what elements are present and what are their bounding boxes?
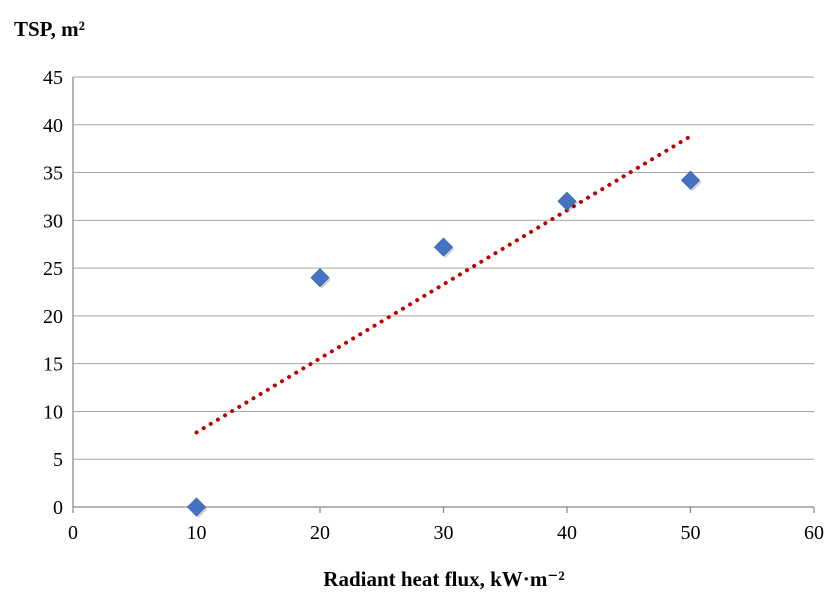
data-point bbox=[680, 170, 701, 190]
linear-trendline bbox=[194, 134, 693, 435]
y-tick-label: 5 bbox=[53, 449, 63, 471]
x-tick-label: 40 bbox=[557, 522, 577, 544]
x-axis-title: Radiant heat flux, kW·m⁻² bbox=[323, 567, 564, 591]
y-axis-title: TSP, m² bbox=[14, 17, 85, 41]
y-tick-label: 40 bbox=[43, 115, 63, 137]
x-tick-label: 30 bbox=[434, 522, 454, 544]
gridlines bbox=[73, 76, 814, 460]
data-point bbox=[310, 268, 330, 288]
y-tick-label: 15 bbox=[43, 354, 63, 376]
y-tick-label: 45 bbox=[43, 67, 63, 89]
x-tick-label: 60 bbox=[804, 522, 824, 544]
y-tick-label: 20 bbox=[43, 306, 63, 328]
y-tick-label: 25 bbox=[43, 258, 63, 280]
data-point bbox=[433, 237, 454, 257]
axes bbox=[72, 77, 815, 513]
y-tick-label: 35 bbox=[43, 163, 63, 185]
data-points bbox=[186, 170, 702, 518]
x-tick-label: 10 bbox=[187, 522, 207, 544]
data-point bbox=[186, 497, 207, 517]
y-tick-label: 0 bbox=[53, 497, 63, 519]
y-tick-label: 30 bbox=[43, 210, 63, 232]
y-tick-label: 10 bbox=[43, 401, 63, 423]
trendline-group bbox=[194, 134, 693, 435]
data-point bbox=[557, 191, 577, 211]
x-tick-label: 50 bbox=[681, 522, 701, 544]
x-tick-label: 0 bbox=[68, 522, 78, 544]
x-tick-label: 20 bbox=[310, 522, 330, 544]
tick-labels: 0 5 10 15 20 25 30 35 40 45 0 10 20 30 40 50 60 bbox=[43, 67, 824, 544]
